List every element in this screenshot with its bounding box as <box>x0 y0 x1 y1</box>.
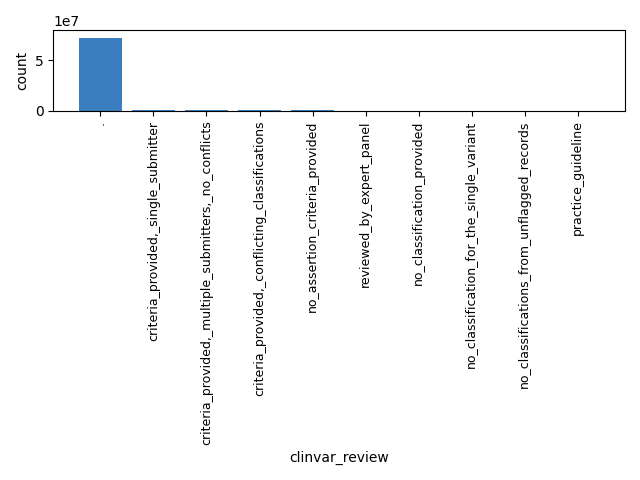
Y-axis label: count: count <box>15 51 29 90</box>
Bar <box>132 110 175 111</box>
Bar <box>185 110 228 111</box>
X-axis label: clinvar_review: clinvar_review <box>289 451 389 465</box>
Bar <box>79 38 122 111</box>
Bar <box>291 110 334 111</box>
